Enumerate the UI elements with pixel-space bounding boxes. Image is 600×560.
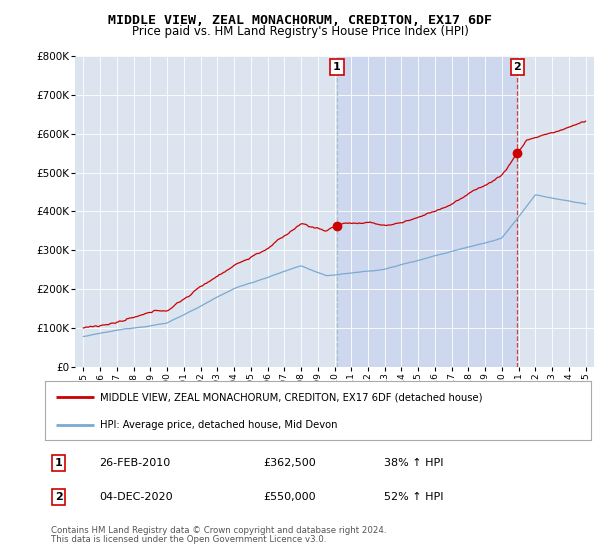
Text: Price paid vs. HM Land Registry's House Price Index (HPI): Price paid vs. HM Land Registry's House … [131, 25, 469, 38]
Text: £362,500: £362,500 [263, 458, 316, 468]
Text: HPI: Average price, detached house, Mid Devon: HPI: Average price, detached house, Mid … [100, 420, 337, 430]
Text: 1: 1 [55, 458, 62, 468]
Text: 2: 2 [514, 62, 521, 72]
Text: 04-DEC-2020: 04-DEC-2020 [100, 492, 173, 502]
Text: Contains HM Land Registry data © Crown copyright and database right 2024.: Contains HM Land Registry data © Crown c… [51, 526, 386, 535]
Text: 26-FEB-2010: 26-FEB-2010 [100, 458, 171, 468]
Text: 1: 1 [333, 62, 341, 72]
Text: 52% ↑ HPI: 52% ↑ HPI [383, 492, 443, 502]
Text: £550,000: £550,000 [263, 492, 316, 502]
Text: 38% ↑ HPI: 38% ↑ HPI [383, 458, 443, 468]
Text: This data is licensed under the Open Government Licence v3.0.: This data is licensed under the Open Gov… [51, 535, 326, 544]
Bar [337, 56, 517, 367]
Text: MIDDLE VIEW, ZEAL MONACHORUM, CREDITON, EX17 6DF (detached house): MIDDLE VIEW, ZEAL MONACHORUM, CREDITON, … [100, 392, 482, 402]
Text: MIDDLE VIEW, ZEAL MONACHORUM, CREDITON, EX17 6DF: MIDDLE VIEW, ZEAL MONACHORUM, CREDITON, … [108, 14, 492, 27]
Text: 2: 2 [55, 492, 62, 502]
